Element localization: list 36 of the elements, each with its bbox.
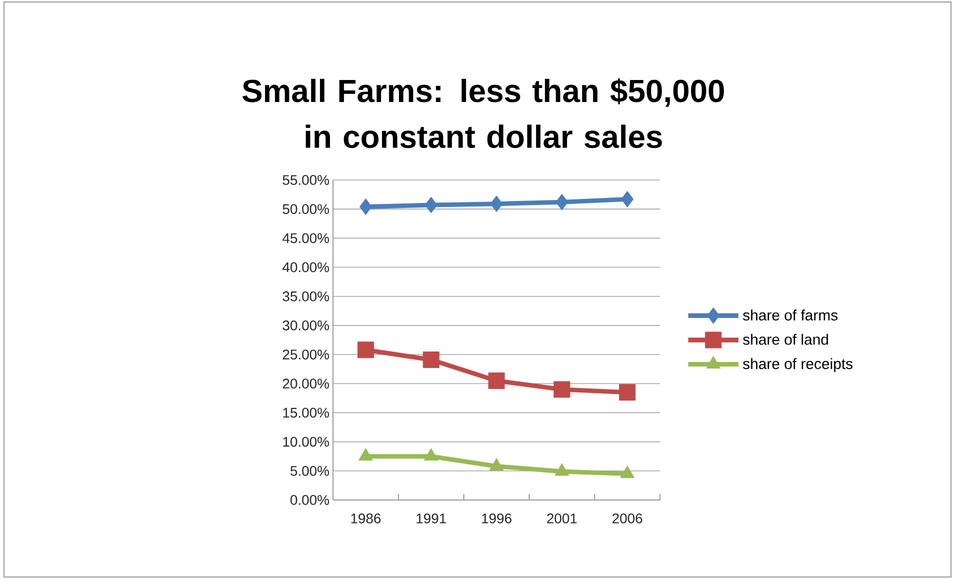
- y-tick-label: 35.00%: [282, 291, 329, 302]
- point: [424, 448, 438, 461]
- point: [556, 194, 568, 210]
- y-tick-label: 10.00%: [283, 436, 329, 447]
- point: [554, 381, 570, 398]
- point: [422, 352, 440, 368]
- y-tick-label: 55.00%: [282, 175, 329, 185]
- y-tick-label: 5.00%: [290, 466, 329, 476]
- point: [619, 384, 636, 401]
- legend-label: share of land: [743, 334, 828, 345]
- y-tick-label: 45.00%: [282, 233, 329, 244]
- legend-label: share of farms: [743, 310, 838, 320]
- point: [621, 190, 634, 208]
- y-tick-label: 30.00%: [282, 320, 329, 330]
- x-tick-label: 2006: [612, 513, 642, 524]
- point: [620, 466, 634, 478]
- legend-label: share of receipts: [743, 358, 852, 372]
- point: [488, 372, 505, 389]
- point: [357, 342, 374, 358]
- x-tick-label: 1996: [482, 513, 512, 524]
- y-tick-label: 50.00%: [282, 204, 329, 214]
- x-tick-label: 1991: [416, 513, 446, 524]
- y-tick-label: 40.00%: [282, 262, 329, 272]
- y-tick-label: 20.00%: [282, 378, 329, 389]
- chart-title: Small Farms: less than $50,000 in constant dollar sales: [242, 78, 724, 148]
- y-tick-label: 25.00%: [282, 350, 329, 360]
- x-tick-label: 1986: [351, 513, 381, 524]
- x-tick-label: 2001: [547, 513, 577, 524]
- point: [359, 198, 372, 215]
- point: [424, 196, 438, 214]
- point: [490, 196, 503, 212]
- y-tick-label: 15.00%: [283, 408, 329, 418]
- point: [358, 448, 373, 461]
- point: [554, 463, 570, 476]
- y-tick-label: 0.00%: [290, 495, 329, 505]
- point: [489, 458, 504, 470]
